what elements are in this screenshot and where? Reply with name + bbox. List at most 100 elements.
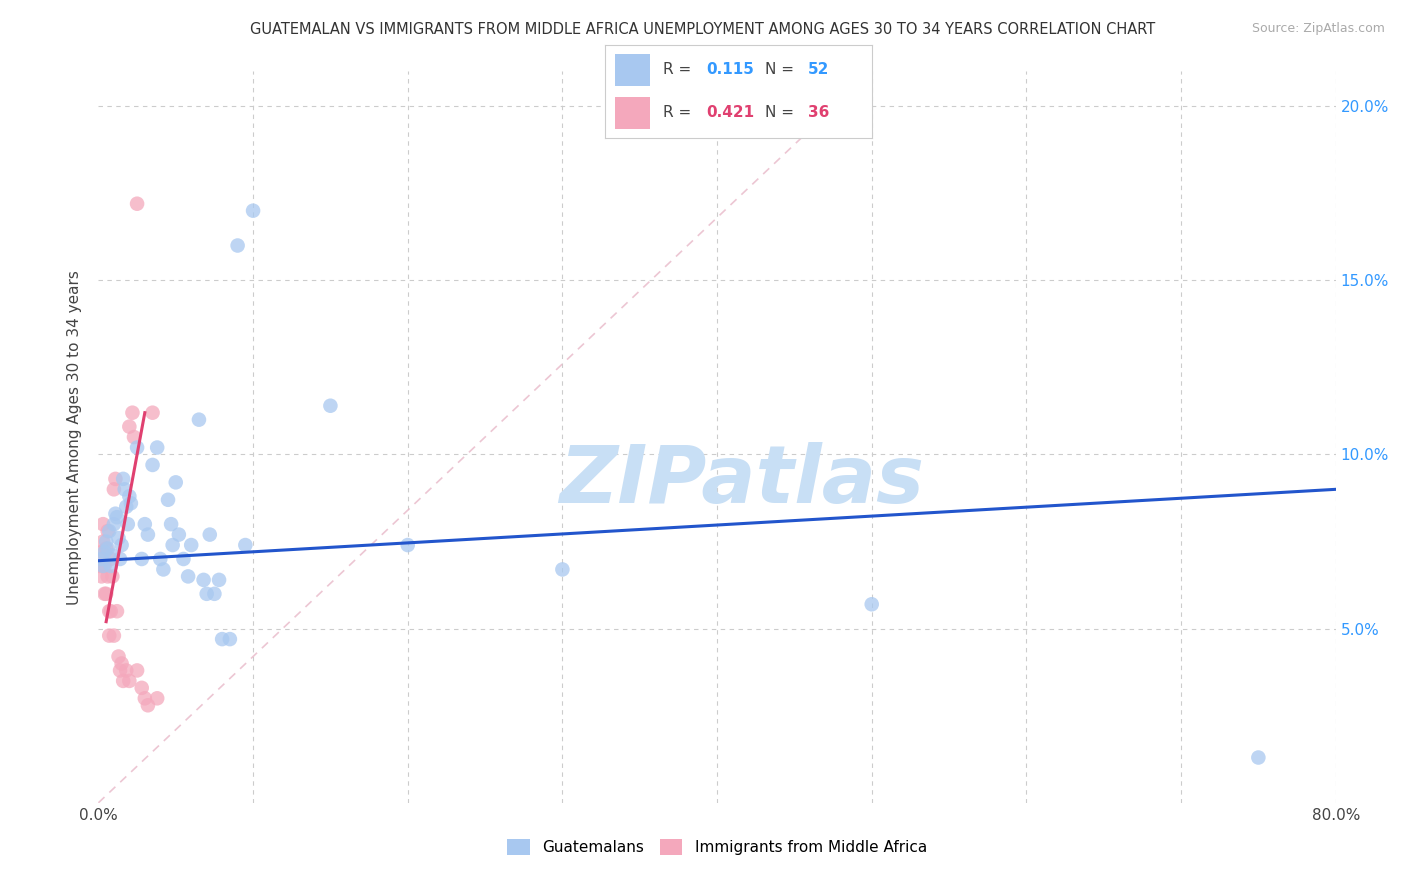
Point — [136, 527, 159, 541]
Point — [118, 673, 141, 688]
Point — [127, 664, 149, 678]
Point — [90, 569, 112, 583]
Point — [115, 664, 138, 678]
Point — [226, 238, 249, 252]
Point — [134, 517, 156, 532]
Point — [100, 604, 122, 618]
Point — [101, 549, 124, 563]
Point — [108, 664, 131, 678]
Point — [235, 538, 257, 552]
Point — [91, 517, 114, 532]
Point — [146, 441, 169, 455]
Point — [111, 538, 134, 552]
Text: 0.421: 0.421 — [706, 105, 754, 120]
Point — [96, 541, 118, 556]
Point — [134, 691, 156, 706]
Text: R =: R = — [664, 105, 696, 120]
Point — [112, 472, 135, 486]
Point — [396, 538, 419, 552]
Point — [118, 489, 141, 503]
Point — [105, 604, 128, 618]
Point — [108, 552, 131, 566]
Point — [90, 545, 112, 559]
Point — [188, 412, 211, 426]
Point — [177, 569, 200, 583]
Point — [103, 629, 125, 643]
Point — [91, 534, 114, 549]
Text: N =: N = — [765, 105, 799, 120]
Point — [136, 698, 159, 713]
Text: 36: 36 — [807, 105, 830, 120]
Point — [97, 541, 120, 556]
Point — [100, 552, 122, 566]
Point — [211, 632, 233, 646]
Point — [111, 657, 134, 671]
Point — [204, 587, 226, 601]
Point — [157, 492, 180, 507]
Point — [551, 562, 574, 576]
Point — [98, 604, 121, 618]
Text: 52: 52 — [807, 62, 830, 78]
Point — [120, 496, 142, 510]
Point — [96, 534, 118, 549]
Point — [146, 691, 169, 706]
Point — [118, 419, 141, 434]
Point — [114, 483, 136, 497]
Y-axis label: Unemployment Among Ages 30 to 34 years: Unemployment Among Ages 30 to 34 years — [67, 269, 83, 605]
Text: Source: ZipAtlas.com: Source: ZipAtlas.com — [1251, 22, 1385, 36]
Text: ZIPatlas: ZIPatlas — [560, 442, 924, 520]
Point — [93, 545, 115, 559]
Point — [319, 399, 342, 413]
Point — [142, 406, 165, 420]
Point — [89, 558, 111, 573]
Point — [193, 573, 215, 587]
Point — [93, 587, 115, 601]
Text: N =: N = — [765, 62, 799, 78]
Bar — [616, 97, 650, 129]
Point — [122, 430, 145, 444]
Point — [131, 681, 153, 695]
Point — [165, 475, 187, 490]
Point — [117, 517, 139, 532]
Point — [104, 507, 127, 521]
Point — [195, 587, 218, 601]
Point — [105, 510, 128, 524]
Point — [97, 524, 120, 538]
Point — [131, 552, 153, 566]
Text: GUATEMALAN VS IMMIGRANTS FROM MIDDLE AFRICA UNEMPLOYMENT AMONG AGES 30 TO 34 YEA: GUATEMALAN VS IMMIGRANTS FROM MIDDLE AFR… — [250, 22, 1156, 37]
Point — [97, 569, 120, 583]
Point — [152, 562, 174, 576]
Point — [100, 558, 122, 573]
Point — [127, 196, 149, 211]
Point — [208, 573, 231, 587]
Point — [103, 517, 125, 532]
Point — [107, 649, 129, 664]
Point — [96, 587, 118, 601]
Point — [91, 558, 114, 573]
Point — [107, 531, 129, 545]
Point — [219, 632, 242, 646]
Point — [142, 458, 165, 472]
Point — [149, 552, 172, 566]
Point — [112, 673, 135, 688]
Point — [98, 629, 121, 643]
Point — [160, 517, 183, 532]
Point — [242, 203, 264, 218]
Point — [90, 552, 112, 566]
Point — [180, 538, 202, 552]
Point — [198, 527, 221, 541]
Point — [127, 441, 149, 455]
Point — [162, 538, 184, 552]
Legend: Guatemalans, Immigrants from Middle Africa: Guatemalans, Immigrants from Middle Afri… — [501, 833, 934, 861]
Point — [1247, 750, 1270, 764]
Point — [101, 569, 124, 583]
Bar — [616, 54, 650, 86]
Point — [860, 597, 883, 611]
Point — [115, 500, 138, 514]
Point — [104, 472, 127, 486]
Point — [167, 527, 190, 541]
Point — [103, 483, 125, 497]
Point — [173, 552, 195, 566]
Text: R =: R = — [664, 62, 696, 78]
Text: 0.115: 0.115 — [706, 62, 754, 78]
